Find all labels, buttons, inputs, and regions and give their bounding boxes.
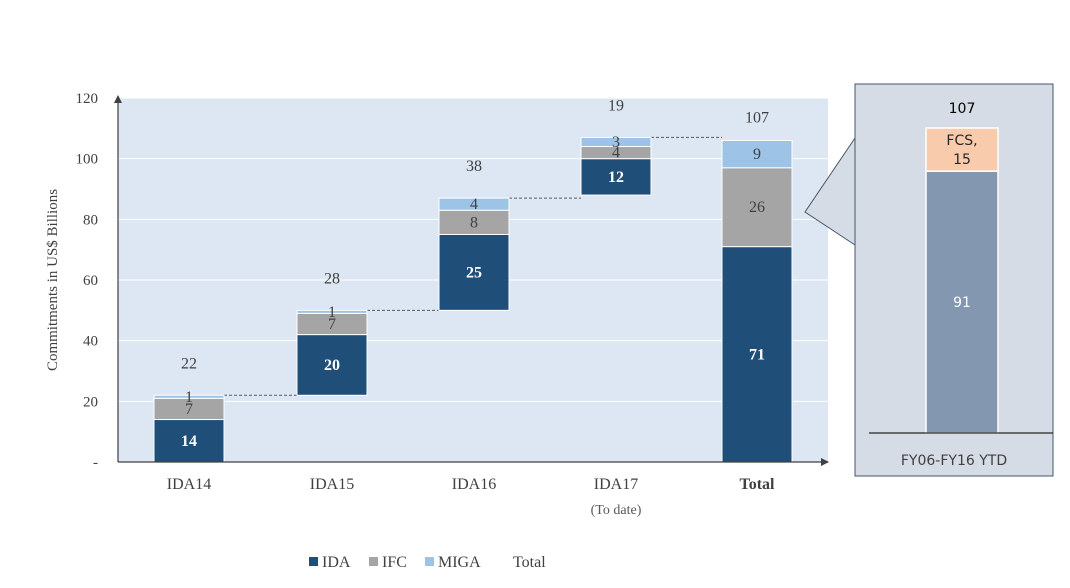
legend-swatch: [425, 557, 434, 566]
inset-bar-label: FCS,: [946, 133, 977, 149]
bars: [153, 136, 793, 463]
total-label: 107: [745, 109, 769, 126]
y-tick-label: 20: [83, 394, 98, 410]
bar-value-label: 14: [181, 433, 197, 450]
bar-value-label: 20: [324, 357, 340, 374]
connector-lines: [224, 136, 722, 396]
bar-value-label: 25: [466, 264, 482, 281]
bar-value-label: 4: [612, 145, 620, 162]
y-tick-label: -: [93, 455, 98, 471]
y-tick-label: 100: [76, 152, 99, 168]
bar-value-label: 4: [470, 196, 478, 213]
x-tick-label: IDA15: [310, 476, 354, 493]
bar-ida-total: [721, 246, 793, 463]
legend-label: Total: [513, 554, 546, 571]
bar-value-label: 1: [328, 304, 336, 321]
bar-miga-total: [721, 139, 793, 169]
legend-label: MIGA: [438, 554, 481, 571]
bar-ida-ida16: [438, 234, 510, 311]
y-axis-ticks: - 20 40 60 80 100 120: [76, 91, 99, 471]
y-tick-label: 80: [83, 212, 98, 228]
y-tick-label: 40: [83, 334, 98, 350]
y-axis-title: Commitments in US$ Billions: [45, 189, 61, 371]
x-tick-label: IDA17: [594, 476, 638, 493]
bar-miga-ida14: [153, 394, 225, 399]
total-label: 38: [466, 158, 482, 175]
legend-label: IFC: [382, 554, 407, 571]
bar-value-label: 12: [608, 169, 624, 186]
bar-value-label: 7: [185, 401, 193, 418]
bar-ida-ida15: [296, 334, 368, 396]
bar-miga-ida17: [580, 136, 652, 148]
inset-category-label: FY06-FY16 YTD: [901, 453, 1007, 469]
inset-bar-label: 91: [953, 295, 971, 311]
bar-value-label: 71: [749, 346, 765, 363]
x-tick-sublabel: (To date): [591, 503, 642, 518]
total-label: 22: [181, 355, 197, 372]
bar-value-label: 3: [612, 134, 620, 151]
axes: [114, 95, 829, 466]
bar-value-label: 8: [470, 214, 478, 231]
bar-value-label: 26: [749, 199, 765, 216]
inset-total-label: 107: [949, 101, 976, 117]
y-tick-label: 60: [83, 273, 98, 289]
bar-ida-ida17: [580, 158, 652, 196]
legend-swatch: [369, 557, 378, 566]
y-axis-arrow: [114, 95, 122, 103]
inset-bar-fcs: [925, 127, 999, 172]
bar-value-label: 9: [753, 146, 761, 163]
inset-bar-label: 15: [953, 152, 971, 168]
bar-miga-ida15: [296, 309, 368, 314]
bar-value-label: 1: [185, 389, 193, 406]
inset-panel: 91 FCS, 15 107 FY06-FY16 YTD: [854, 83, 1054, 477]
x-axis-arrow: [821, 458, 829, 466]
x-tick-label: Total: [740, 476, 776, 493]
y-tick-label: 120: [76, 91, 99, 107]
inset-bar-base: [925, 170, 999, 434]
x-axis-labels: IDA14 IDA15 IDA16 IDA17 (To date) Total: [167, 476, 775, 518]
bar-value-label: 7: [328, 316, 336, 333]
legend-swatch: [309, 557, 318, 566]
x-tick-label: IDA16: [452, 476, 496, 493]
total-label: 19: [608, 97, 624, 114]
legend-label: IDA: [322, 554, 351, 571]
legend: IDA IFC MIGA Total: [309, 554, 546, 571]
bar-miga-ida16: [438, 197, 510, 211]
total-label: 28: [324, 270, 340, 287]
x-tick-label: IDA14: [167, 476, 211, 493]
bar-ifc-total: [721, 167, 793, 248]
